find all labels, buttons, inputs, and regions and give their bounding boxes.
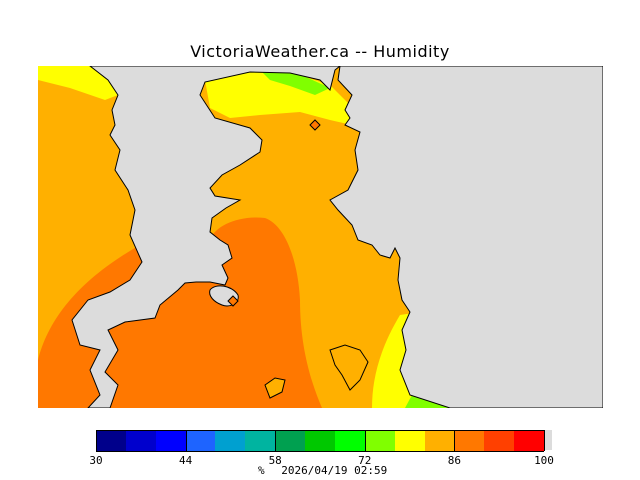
- legend-swatch: [484, 430, 515, 452]
- legend-tick: [454, 430, 456, 451]
- legend-swatch: [334, 430, 366, 452]
- legend-tick-label: 30: [89, 454, 103, 467]
- legend-swatch: [424, 430, 455, 452]
- legend-tick-label: 86: [447, 454, 462, 467]
- legend-tick: [185, 430, 187, 451]
- legend-tick: [364, 430, 366, 451]
- legend-swatch: [364, 430, 396, 452]
- station-marker-central[interactable]: [227, 295, 239, 307]
- legend-swatch: [275, 430, 306, 452]
- timestamp-label: 2026/04/19 02:59: [281, 464, 388, 477]
- units-label: %: [258, 464, 265, 477]
- legend-swatch: [305, 430, 336, 452]
- legend-footer: % 2026/04/19 02:59: [258, 464, 397, 477]
- map-title: VictoriaWeather.ca -- Humidity: [190, 42, 450, 61]
- legend-tick-label: 44: [178, 454, 193, 467]
- legend-tick: [96, 430, 97, 451]
- legend-swatch: [514, 430, 545, 452]
- island-south: [329, 344, 369, 391]
- legend-tick: [275, 430, 277, 451]
- legend-swatch: [125, 430, 157, 452]
- legend-tick-label: 58: [268, 454, 282, 467]
- legend-swatch: [454, 430, 485, 452]
- legend-swatch: [155, 430, 187, 452]
- legend-swatch: [185, 430, 216, 452]
- legend-cap: [544, 430, 552, 450]
- legend-swatch: [394, 430, 426, 452]
- humidity-zone-nw-yellow: [38, 66, 118, 100]
- island-south-small: [264, 377, 286, 399]
- legend-swatch: [245, 430, 276, 452]
- humidity-zone-north-green: [262, 72, 330, 95]
- legend-tick-label: 100: [534, 454, 554, 467]
- water-east: [329, 66, 603, 408]
- legend-tick: [544, 430, 545, 451]
- color-scale-legend: [96, 430, 552, 452]
- station-marker-north[interactable]: [309, 119, 321, 131]
- legend-swatch: [96, 430, 127, 452]
- legend-tick-label: 72: [358, 454, 372, 467]
- water-central-inlet: [71, 66, 341, 408]
- legend-swatch: [215, 430, 246, 452]
